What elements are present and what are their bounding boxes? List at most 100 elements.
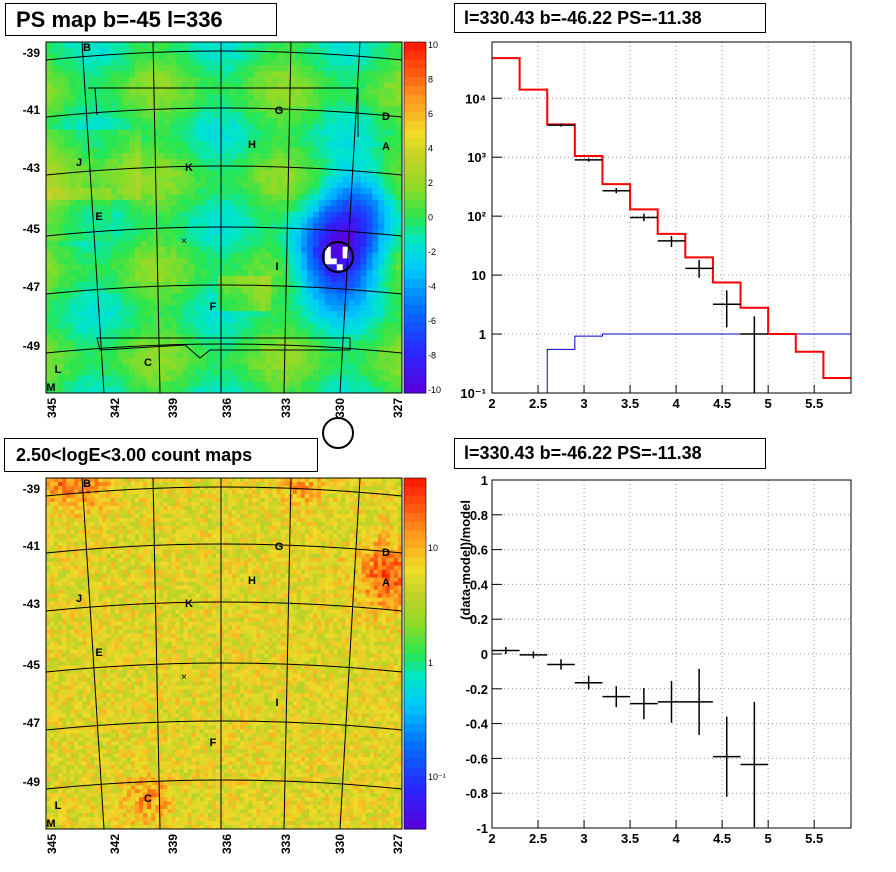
map-pixel <box>289 246 296 253</box>
map-pixel <box>63 182 71 189</box>
map-pixel <box>90 805 95 810</box>
map-pixel <box>366 94 373 101</box>
map-pixel <box>271 276 278 283</box>
map-pixel <box>342 188 349 195</box>
map-pixel <box>82 478 87 483</box>
map-pixel <box>313 340 320 347</box>
map-pixel <box>69 381 77 388</box>
map-pixel <box>283 118 290 125</box>
map-pixel <box>94 605 99 611</box>
map-pixel <box>348 293 355 300</box>
map-pixel <box>200 293 207 300</box>
map-pixel <box>129 246 136 253</box>
map-pixel <box>129 159 136 166</box>
map-pixel <box>366 316 373 324</box>
map-pixel <box>111 270 118 277</box>
map-pixel <box>301 59 308 66</box>
map-pixel <box>224 357 231 365</box>
map-pixel <box>295 100 302 107</box>
map-pixel <box>188 164 195 172</box>
map-pixel <box>283 217 290 224</box>
map-pixel <box>176 276 183 283</box>
map-pixel <box>354 357 361 365</box>
map-pixel <box>224 240 231 248</box>
map-pixel <box>57 100 65 107</box>
map-pixel <box>58 597 63 603</box>
map-pixel <box>46 141 53 148</box>
map-pixel <box>93 387 100 394</box>
map-pixel <box>123 176 130 183</box>
map-pixel <box>57 199 65 207</box>
map-pixel <box>75 240 82 248</box>
map-pixel <box>81 182 88 189</box>
map-pixel <box>360 340 367 347</box>
map-pixel <box>229 205 237 213</box>
colorbar-tick-label: -4 <box>428 282 436 292</box>
map-pixel <box>301 147 308 154</box>
map-pixel <box>188 129 195 136</box>
map-pixel <box>50 537 55 543</box>
colorbar-cell <box>404 270 426 280</box>
map-pixel <box>253 199 260 207</box>
map-pixel <box>63 293 71 300</box>
map-pixel <box>63 223 71 230</box>
map-pixel <box>105 159 112 166</box>
map-pixel <box>164 118 171 125</box>
map-pixel <box>182 182 189 189</box>
map-pixel <box>289 188 296 195</box>
map-pixel <box>348 141 355 148</box>
map-pixel <box>123 71 130 78</box>
map-pixel <box>99 170 106 177</box>
map-pixel <box>135 281 142 289</box>
map-pixel <box>66 601 71 607</box>
map-pixel <box>69 129 77 136</box>
map-pixel <box>265 252 272 259</box>
map-pixel <box>82 569 87 575</box>
map-pixel <box>66 721 71 726</box>
map-pixel <box>62 713 67 718</box>
map-pixel <box>51 153 59 160</box>
map-pixel <box>74 621 79 626</box>
map-pixel <box>324 299 332 306</box>
map-pixel <box>313 176 320 183</box>
map-pixel <box>283 77 290 84</box>
map-pixel <box>129 264 136 271</box>
map-pixel <box>78 637 83 642</box>
map-pixel <box>70 581 75 587</box>
map-pixel <box>289 65 296 72</box>
map-pixel <box>307 235 314 242</box>
map-pixel <box>277 205 284 213</box>
map-pixel <box>54 553 59 559</box>
map-pixel <box>390 141 397 148</box>
map-pixel <box>75 311 82 318</box>
map-pixel <box>146 305 154 312</box>
map-pixel <box>129 47 136 55</box>
map-pixel <box>86 613 91 618</box>
map-pixel <box>94 681 99 686</box>
map-pixel <box>90 689 95 694</box>
map-pixel <box>295 170 302 177</box>
map-pixel <box>176 176 183 183</box>
map-pixel <box>105 59 112 66</box>
map-pixel <box>98 709 104 714</box>
map-pixel <box>94 693 99 698</box>
map-pixel <box>54 533 59 539</box>
map-pixel <box>366 375 373 382</box>
map-pixel <box>78 813 83 818</box>
map-pixel <box>105 88 112 96</box>
map-pixel <box>277 293 284 300</box>
map-pixel <box>78 549 83 555</box>
map-pixel <box>93 176 100 183</box>
map-pixel <box>313 77 320 84</box>
map-pixel <box>74 697 79 702</box>
map-pixel <box>253 129 260 136</box>
map-pixel <box>135 299 142 306</box>
map-pixel <box>57 42 65 49</box>
map-pixel <box>62 645 67 650</box>
map-pixel <box>51 53 59 60</box>
map-pixel <box>94 565 99 571</box>
map-pixel <box>170 194 177 201</box>
map-pixel <box>98 685 104 690</box>
map-pixel <box>259 357 266 365</box>
map-pixel <box>62 561 67 567</box>
